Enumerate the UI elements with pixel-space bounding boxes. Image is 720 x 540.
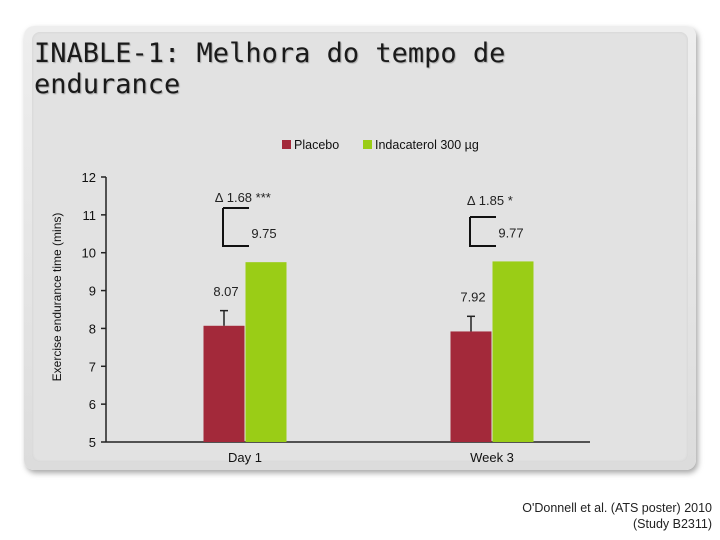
slide-panel <box>24 26 696 470</box>
delta-annotation: ∆ 1.68 *** <box>215 190 271 205</box>
bar <box>245 262 287 442</box>
x-category-label: Day 1 <box>228 450 262 465</box>
y-tick-label: 9 <box>89 284 96 299</box>
bar-value-label: 7.92 <box>460 289 485 304</box>
title-line-1: INABLE-1: Melhora do tempo de <box>34 38 506 69</box>
x-labels: Day 1 Week 3 <box>228 450 514 465</box>
legend-swatch-indacaterol <box>363 140 372 149</box>
y-tick-label: 5 <box>89 435 96 450</box>
y-tick-label: 7 <box>89 359 96 374</box>
annotations: ∆ 1.68 *** ∆ 1.85 * <box>215 190 513 247</box>
bar-value-label: 8.07 <box>213 284 238 299</box>
legend-label-indacaterol: Indacaterol 300 µg <box>375 138 479 152</box>
bar <box>450 331 492 442</box>
y-ticks: 5 6 7 8 9 10 11 12 <box>82 170 106 450</box>
bar <box>203 325 245 442</box>
slide-title: INABLE-1: Melhora do tempo de endurance <box>34 38 505 100</box>
y-tick-label: 8 <box>89 321 96 336</box>
significance-bracket <box>469 216 496 247</box>
legend-swatch-placebo <box>282 140 291 149</box>
y-tick-label: 6 <box>89 397 96 412</box>
bar-value-label: 9.77 <box>498 225 523 240</box>
bar-value-label: 9.75 <box>251 226 276 241</box>
bar <box>492 261 534 442</box>
bars: 8.07 7.92 9.75 9.77 <box>203 225 534 442</box>
y-tick-label: 12 <box>82 170 96 185</box>
y-tick-label: 10 <box>82 246 96 261</box>
title-line-2: endurance <box>34 69 181 100</box>
x-category-label: Week 3 <box>470 450 514 465</box>
citation: O'Donnell et al. (ATS poster) 2010 (Stud… <box>522 500 712 532</box>
y-axis-title: Exercise endurance time (mins) <box>50 213 64 382</box>
significance-bracket <box>222 207 249 247</box>
y-tick-label: 11 <box>83 208 97 223</box>
delta-annotation: ∆ 1.85 * <box>467 193 513 208</box>
legend-label-placebo: Placebo <box>294 138 339 152</box>
citation-line-1: O'Donnell et al. (ATS poster) 2010 <box>522 501 712 515</box>
citation-line-2: (Study B2311) <box>633 517 712 531</box>
